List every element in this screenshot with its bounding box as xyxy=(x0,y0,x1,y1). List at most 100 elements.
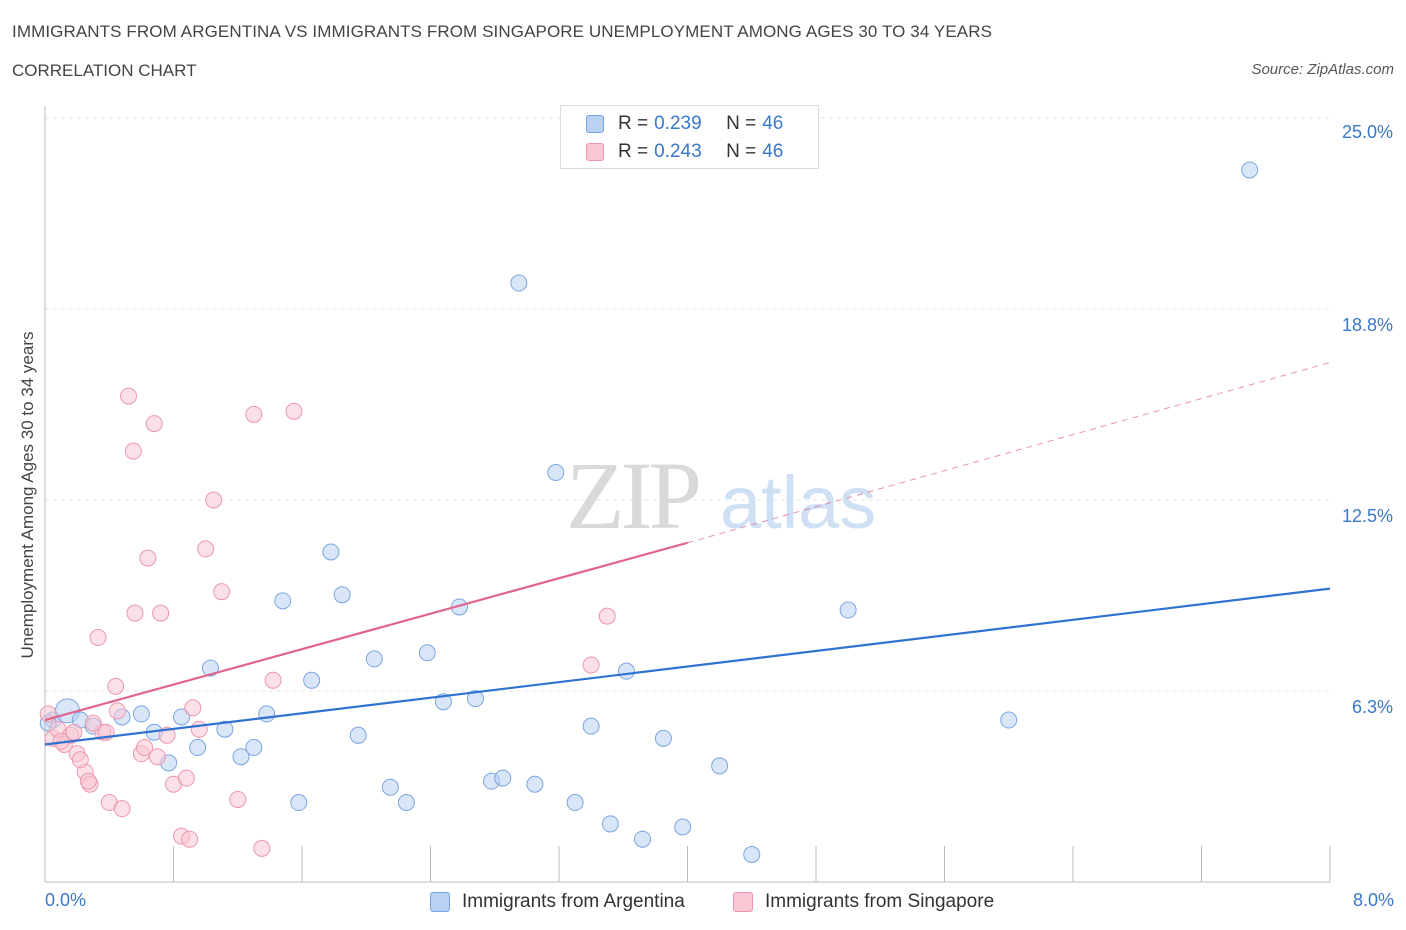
argentina-points xyxy=(39,161,1259,863)
argentina-swatch xyxy=(430,892,450,912)
legend-row-singapore: R = 0.243 N = 46 xyxy=(586,140,783,164)
singapore-point xyxy=(71,751,89,769)
singapore-point xyxy=(213,583,231,601)
singapore-trend-extension xyxy=(687,361,1331,544)
singapore-point xyxy=(181,830,199,848)
argentina-swatch xyxy=(586,115,604,133)
argentina-point xyxy=(381,778,399,796)
singapore-point xyxy=(84,714,102,732)
singapore-point xyxy=(136,739,154,757)
singapore-swatch xyxy=(733,892,753,912)
argentina-point xyxy=(189,739,207,757)
argentina-point xyxy=(466,690,484,708)
singapore-swatch xyxy=(586,143,604,161)
singapore-point xyxy=(582,656,600,674)
r-value: 0.239 xyxy=(654,113,702,134)
r-label: R = xyxy=(618,141,649,162)
singapore-point xyxy=(79,772,97,790)
argentina-point xyxy=(216,720,234,738)
argentina-point xyxy=(601,815,619,833)
singapore-point xyxy=(126,604,144,622)
singapore-point xyxy=(285,402,303,420)
trend-lines xyxy=(44,361,1331,746)
singapore-point xyxy=(190,720,208,738)
singapore-point xyxy=(158,726,176,744)
y-tick-label: 18.8% xyxy=(1341,315,1393,335)
legend-label-singapore: Immigrants from Singapore xyxy=(765,891,995,912)
axes xyxy=(44,106,1331,883)
source-label: Source: ZipAtlas.com xyxy=(1251,61,1394,78)
y-tick-label: 6.3% xyxy=(1351,697,1393,717)
singapore-point xyxy=(245,405,263,423)
chart-subtitle: CORRELATION CHART xyxy=(12,61,197,80)
argentina-point xyxy=(349,726,367,744)
argentina-point xyxy=(582,717,600,735)
argentina-point xyxy=(510,274,528,292)
argentina-point xyxy=(274,592,292,610)
singapore-trend-line xyxy=(44,541,688,722)
argentina-point xyxy=(397,794,415,812)
watermark: ZIP atlas xyxy=(566,442,876,549)
singapore-point xyxy=(197,540,215,558)
bottom-legend-argentina[interactable]: Immigrants from Argentina xyxy=(430,890,685,914)
argentina-point xyxy=(232,748,250,766)
argentina-point xyxy=(634,830,652,848)
n-label: N = xyxy=(726,113,757,134)
y-tick-label: 25.0% xyxy=(1341,122,1393,142)
bottom-legend-singapore[interactable]: Immigrants from Singapore xyxy=(733,890,994,914)
grid-lines xyxy=(45,117,1330,692)
argentina-point xyxy=(418,644,436,662)
argentina-point xyxy=(1000,711,1018,729)
argentina-point xyxy=(839,601,857,619)
argentina-point xyxy=(526,775,544,793)
singapore-point xyxy=(264,671,282,689)
argentina-point xyxy=(711,757,729,775)
argentina-point xyxy=(1241,161,1259,179)
argentina-point xyxy=(547,463,565,481)
legend-label-argentina: Immigrants from Argentina xyxy=(462,891,685,912)
singapore-point xyxy=(205,491,223,509)
singapore-point xyxy=(229,790,247,808)
legend-row-argentina: R = 0.239 N = 46 xyxy=(586,112,783,136)
singapore-point xyxy=(148,748,166,766)
x-tick-min: 0.0% xyxy=(45,890,87,910)
singapore-point xyxy=(108,702,126,720)
argentina-point xyxy=(322,543,340,561)
stats-legend: R = 0.239 N = 46 R = 0.243 N = 46 xyxy=(560,105,819,169)
singapore-point xyxy=(184,699,202,717)
argentina-point xyxy=(617,662,635,680)
argentina-point xyxy=(365,650,383,668)
n-value: 46 xyxy=(762,113,784,134)
chart-title: IMMIGRANTS FROM ARGENTINA VS IMMIGRANTS … xyxy=(12,22,993,41)
argentina-point xyxy=(258,705,276,723)
singapore-points xyxy=(39,387,616,857)
singapore-point xyxy=(113,800,131,818)
singapore-point xyxy=(139,549,157,567)
singapore-point xyxy=(89,629,107,647)
argentina-point xyxy=(674,818,692,836)
argentina-point xyxy=(333,586,351,604)
x-tick-max: 8.0% xyxy=(1352,890,1394,910)
singapore-point xyxy=(598,607,616,625)
argentina-point xyxy=(132,705,150,723)
argentina-point xyxy=(173,708,191,726)
singapore-point xyxy=(253,839,271,857)
singapore-point xyxy=(107,677,125,695)
argentina-point xyxy=(743,845,761,863)
watermark-atlas: atlas xyxy=(720,461,876,544)
n-label: N = xyxy=(726,141,757,162)
argentina-point xyxy=(245,739,263,757)
n-value: 46 xyxy=(762,141,784,162)
argentina-trend-line xyxy=(44,587,1331,746)
argentina-point xyxy=(201,659,219,677)
y-axis-label: Unemployment Among Ages 30 to 34 years xyxy=(18,331,37,659)
r-value: 0.243 xyxy=(654,141,702,162)
argentina-point xyxy=(303,671,321,689)
argentina-point xyxy=(290,794,308,812)
singapore-point xyxy=(120,387,138,405)
y-tick-label: 12.5% xyxy=(1341,506,1393,526)
singapore-point xyxy=(177,769,195,787)
singapore-point xyxy=(152,604,170,622)
argentina-point xyxy=(494,769,512,787)
